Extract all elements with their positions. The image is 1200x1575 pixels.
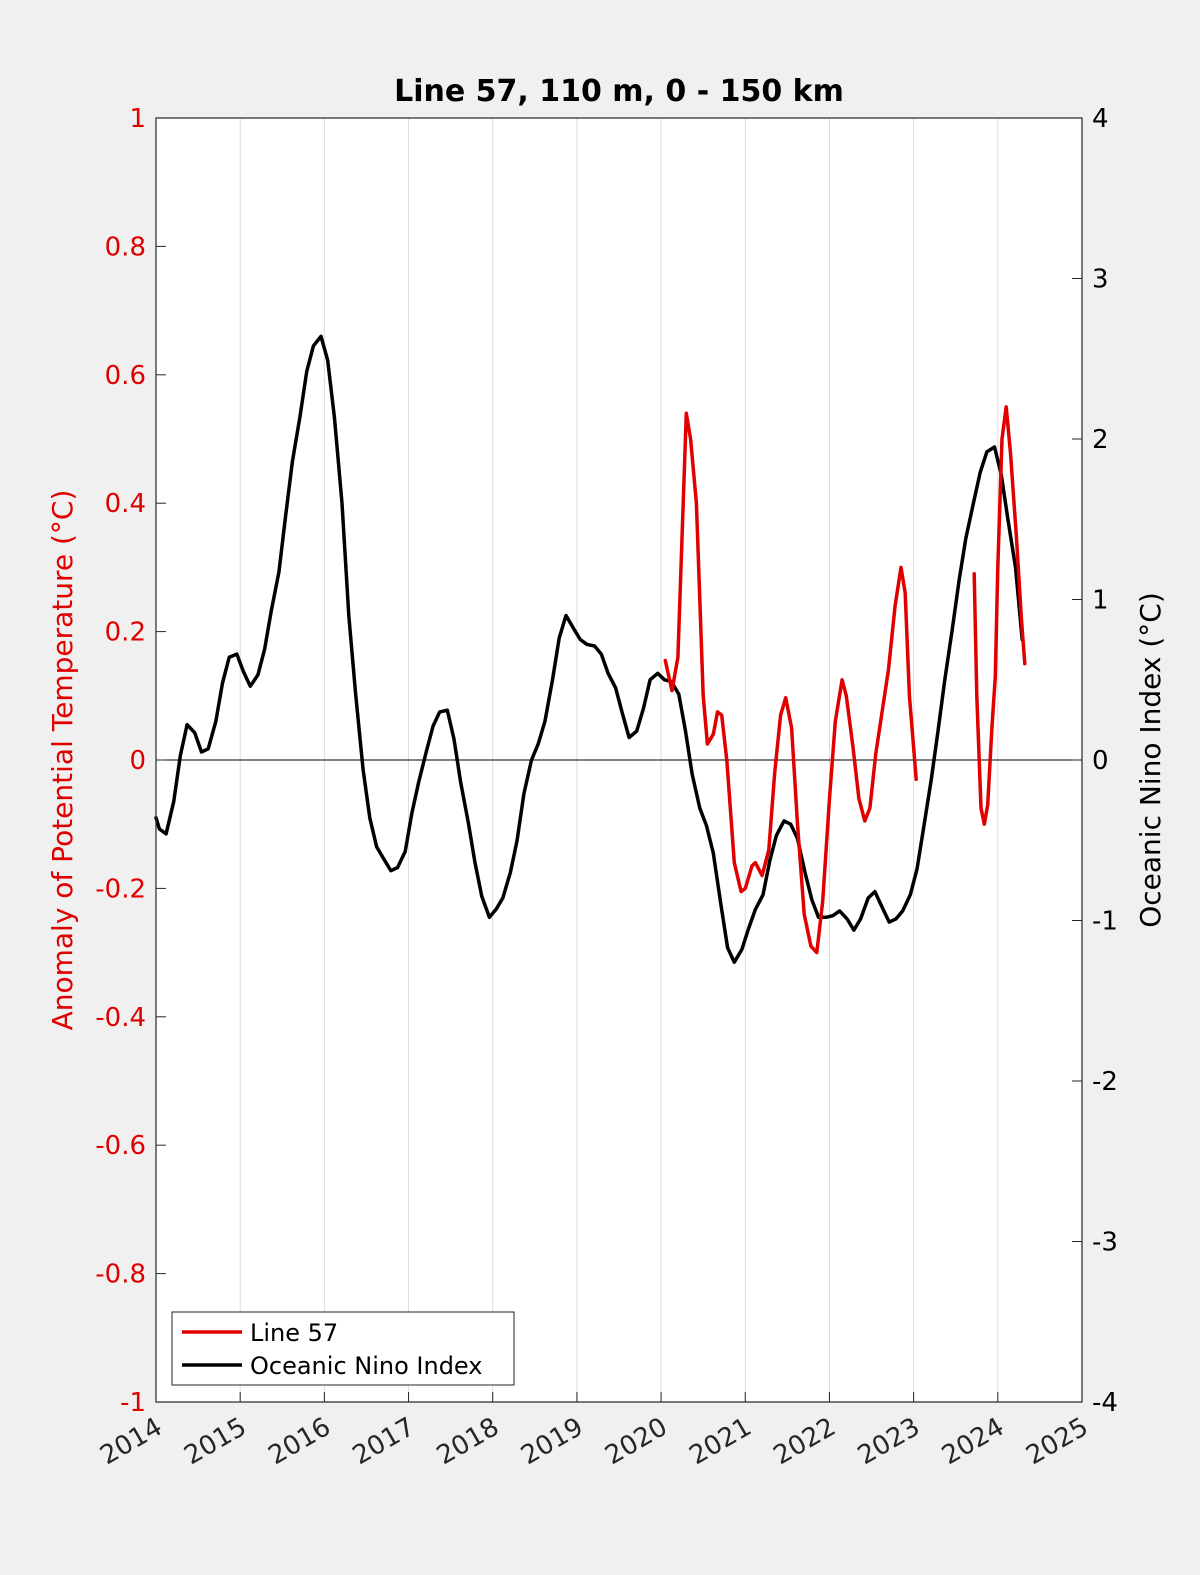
y-left-tick-label: -0.8 (95, 1260, 146, 1290)
series-line57-line (972, 405, 1027, 826)
y-left-tick-label: 0.2 (105, 618, 146, 648)
legend-box (171, 1311, 515, 1386)
series-line57-line (663, 411, 918, 955)
y-axis-left-label: Anomaly of Potential Temperature (°C) (46, 490, 79, 1031)
y-left-tick-label: 0.6 (105, 361, 146, 391)
y-right-tick-label: -4 (1092, 1388, 1118, 1418)
y-left-tick-label: -0.6 (95, 1131, 146, 1161)
series-oni-line (154, 334, 1024, 964)
y-right-tick-label: -1 (1092, 907, 1118, 937)
y-left-tick-label: 0.4 (105, 489, 146, 519)
y-right-tick-label: 0 (1092, 746, 1109, 776)
legend-label-oni: Oceanic Nino Index (250, 1352, 482, 1380)
y-left-tick-label: 0.8 (105, 232, 146, 262)
series-group (154, 334, 1027, 964)
y-right-tick-label: -3 (1092, 1228, 1118, 1258)
y-left-tick-label: 0 (129, 746, 146, 776)
y-right-tick-label: -2 (1092, 1067, 1118, 1097)
y-right-tick-label: 2 (1092, 425, 1109, 455)
y-right-tick-label: 3 (1092, 265, 1109, 295)
y-right-tick-label: 1 (1092, 586, 1109, 616)
legend-label-line57: Line 57 (250, 1319, 338, 1347)
y-left-tick-label: -1 (120, 1388, 146, 1418)
y-left-tick-label: 1 (129, 104, 146, 134)
legend: Line 57 Oceanic Nino Index (171, 1311, 515, 1386)
y-left-tick-label: -0.4 (95, 1003, 146, 1033)
chart-title: Line 57, 110 m, 0 - 150 km (394, 74, 844, 109)
y-right-tick-label: 4 (1092, 104, 1109, 134)
y-axis-right-label: Oceanic Nino Index (°C) (1134, 592, 1167, 928)
y-left-tick-label: -0.2 (95, 874, 146, 904)
